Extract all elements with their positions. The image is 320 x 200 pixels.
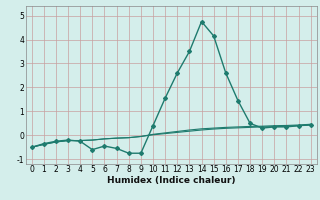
- X-axis label: Humidex (Indice chaleur): Humidex (Indice chaleur): [107, 176, 236, 185]
